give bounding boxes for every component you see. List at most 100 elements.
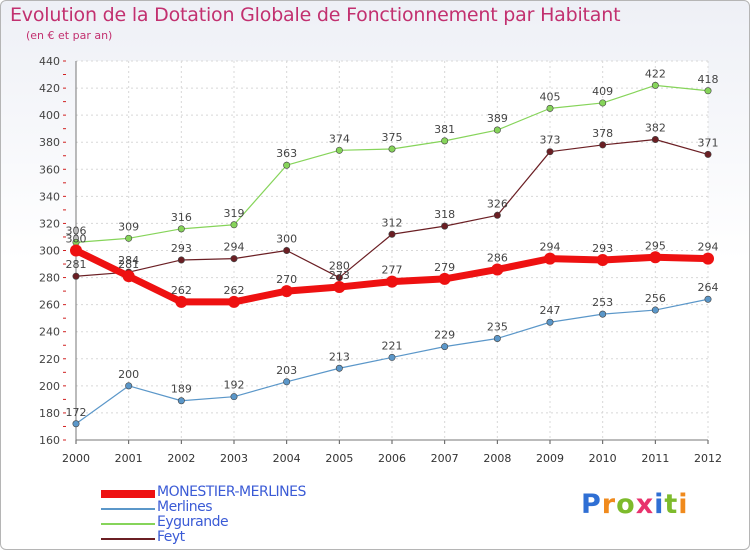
data-point: [70, 244, 82, 257]
data-label: 374: [329, 132, 350, 145]
data-point: [702, 252, 714, 265]
data-point: [388, 145, 396, 153]
chart-title: Evolution de la Dotation Globale de Fonc…: [10, 4, 621, 26]
data-label: 309: [118, 220, 139, 233]
proxiti-logo: Proxiti: [581, 489, 689, 520]
data-point: [388, 230, 396, 238]
data-point: [335, 274, 343, 282]
data-label: 294: [540, 241, 561, 254]
data-point: [177, 397, 185, 405]
y-tick-label: 200: [39, 380, 60, 393]
data-label: 279: [434, 261, 455, 274]
y-tick-label: 240: [39, 326, 60, 339]
data-point: [388, 353, 396, 361]
data-label: 295: [645, 239, 666, 252]
data-label: 280: [329, 260, 350, 273]
data-point: [122, 270, 135, 283]
data-point: [177, 225, 185, 233]
data-label: 247: [540, 304, 561, 317]
y-tick-label: 360: [39, 163, 60, 176]
x-tick-label: 2001: [115, 452, 143, 465]
chart-subtitle: (en € et par an): [26, 29, 113, 42]
data-label: 229: [434, 329, 455, 342]
data-point: [230, 221, 238, 229]
data-label: 284: [118, 254, 139, 267]
y-tick-label: 160: [39, 434, 60, 447]
data-point: [493, 334, 501, 342]
legend-label: MONESTIER-MERLINES: [157, 484, 306, 500]
data-label: 409: [592, 85, 613, 98]
data-label: 264: [698, 281, 719, 294]
data-label: 378: [592, 127, 613, 140]
logo-letter: i: [678, 489, 689, 520]
y-tick-label: 340: [39, 190, 60, 203]
legend-label: Eygurande: [157, 514, 229, 530]
data-point: [283, 247, 291, 255]
data-label: 293: [592, 242, 613, 255]
data-label: 262: [224, 284, 245, 297]
y-tick-label: 220: [39, 353, 60, 366]
data-point: [599, 310, 607, 318]
data-label: 371: [698, 136, 719, 149]
data-point: [651, 306, 659, 314]
y-tick-label: 400: [39, 109, 60, 122]
data-label: 363: [276, 147, 297, 160]
data-label: 316: [171, 211, 192, 224]
x-tick-label: 2003: [220, 452, 248, 465]
data-point: [280, 285, 293, 298]
data-point: [335, 364, 343, 372]
data-label: 281: [118, 258, 139, 271]
data-label: 382: [645, 122, 666, 135]
y-tick-label: 300: [39, 245, 60, 258]
data-point: [651, 136, 659, 144]
data-point: [125, 382, 133, 390]
logo-letter: P: [581, 489, 602, 520]
data-point: [230, 255, 238, 263]
data-label: 418: [698, 73, 719, 86]
x-tick-label: 2011: [641, 452, 669, 465]
data-point: [438, 272, 451, 285]
data-label: 277: [382, 264, 403, 277]
data-point: [72, 272, 80, 280]
data-label: 319: [224, 207, 245, 220]
data-point: [228, 295, 240, 308]
data-point: [333, 281, 346, 294]
y-tick-label: 420: [39, 82, 60, 95]
data-label: 405: [540, 90, 561, 103]
data-point: [546, 104, 554, 112]
data-point: [177, 256, 185, 264]
legend-swatch: [101, 538, 155, 540]
x-tick-label: 2004: [273, 452, 301, 465]
data-point: [544, 252, 556, 265]
legend-label: Merlines: [157, 499, 213, 515]
data-point: [546, 148, 554, 156]
data-point: [704, 150, 712, 158]
data-label: 306: [66, 224, 87, 237]
x-tick-label: 2008: [483, 452, 511, 465]
legend-label: Feyt: [157, 529, 185, 545]
data-label: 375: [382, 131, 403, 144]
x-tick-label: 2002: [167, 452, 195, 465]
data-point: [283, 378, 291, 386]
data-label: 422: [645, 67, 666, 80]
data-label: 286: [487, 251, 508, 264]
data-point: [599, 99, 607, 107]
data-point: [649, 251, 662, 264]
data-label: 326: [487, 197, 508, 210]
data-label: 203: [276, 364, 297, 377]
data-label: 381: [434, 123, 455, 136]
x-tick-label: 2000: [62, 452, 90, 465]
data-label: 192: [224, 379, 245, 392]
data-point: [230, 393, 238, 401]
data-label: 213: [329, 350, 350, 363]
data-point: [491, 263, 504, 276]
data-point: [441, 222, 449, 230]
data-label: 200: [118, 368, 139, 381]
data-label: 253: [592, 296, 613, 309]
logo-letter: i: [654, 489, 665, 520]
legend-swatch: [101, 490, 155, 498]
data-label: 172: [66, 406, 87, 419]
data-point: [599, 141, 607, 149]
data-point: [283, 161, 291, 169]
